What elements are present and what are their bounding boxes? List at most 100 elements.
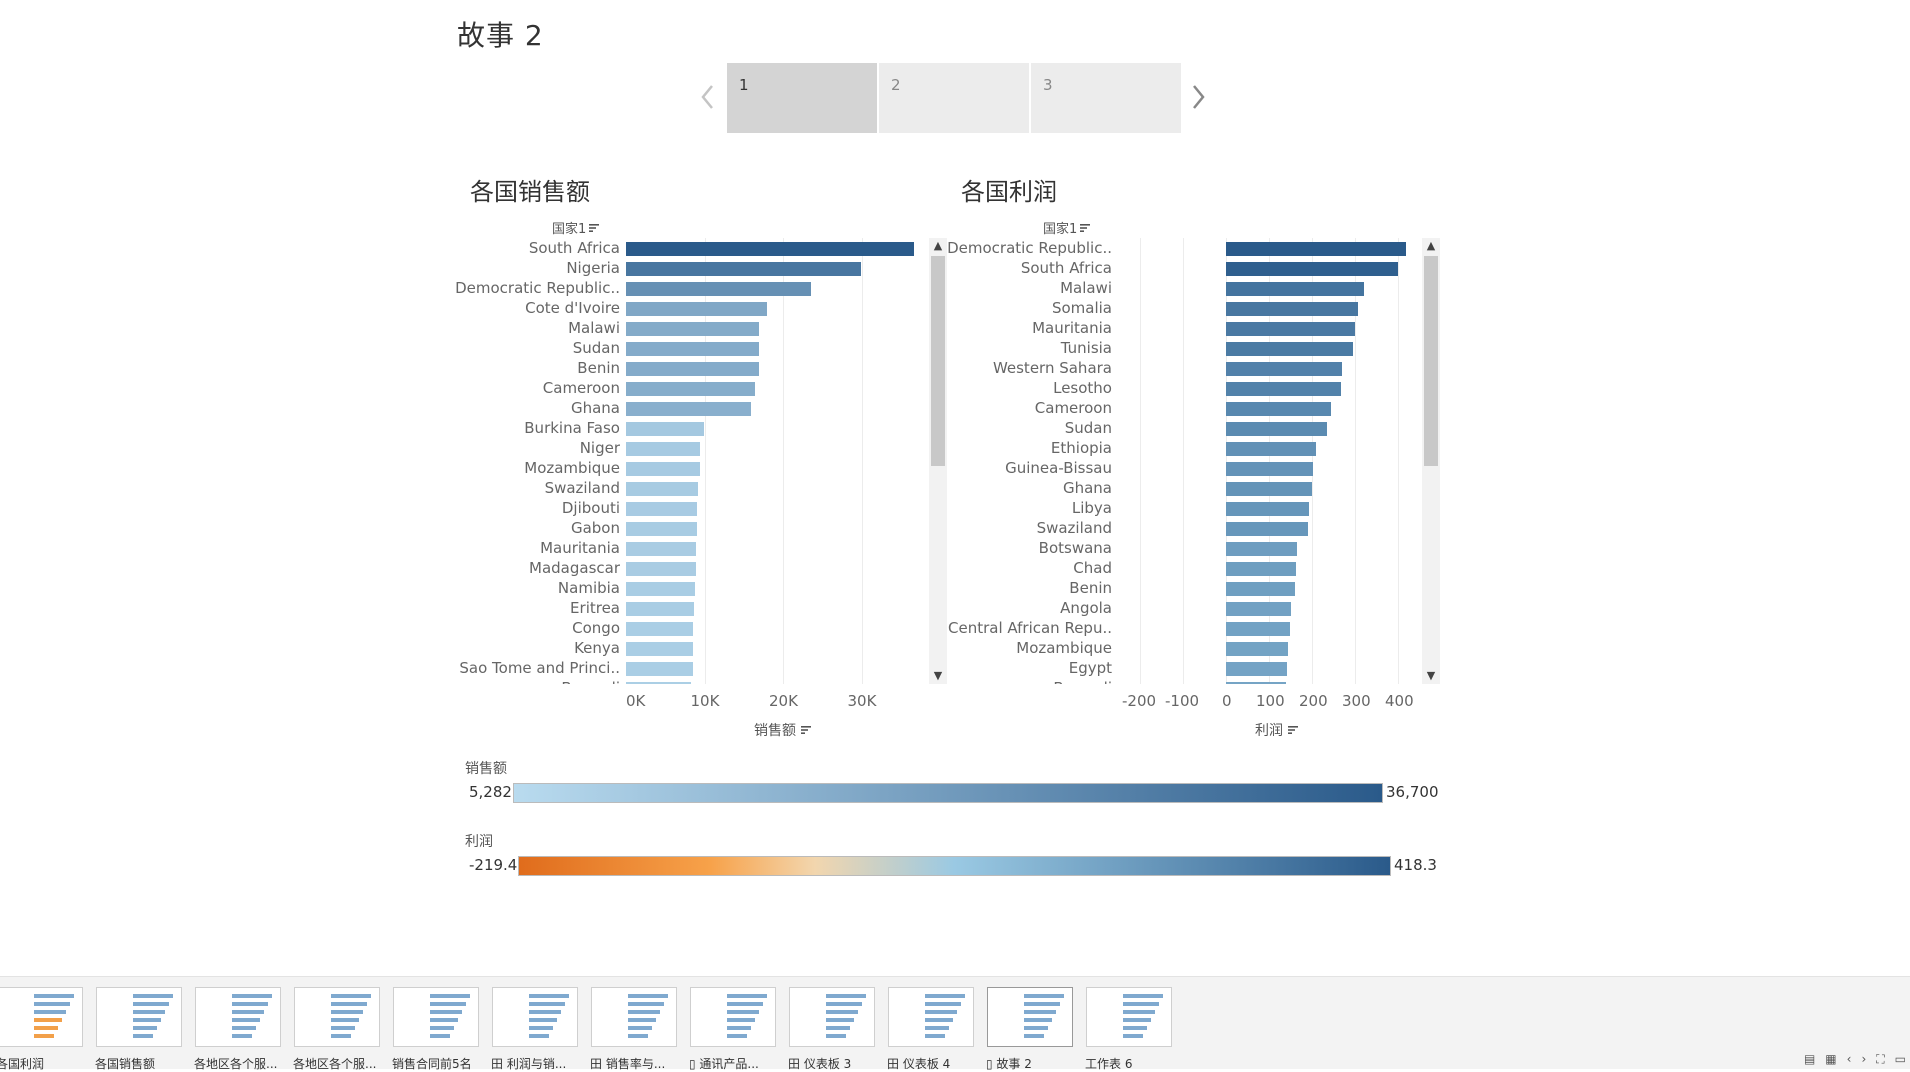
profit-bar[interactable]	[1226, 522, 1308, 536]
sheet-tab[interactable]: 田 仪表板 3	[786, 985, 878, 1071]
profit-bar[interactable]	[1226, 542, 1297, 556]
sales-bar[interactable]	[626, 582, 695, 596]
sort-descending-icon[interactable]	[1079, 223, 1091, 233]
sales-bar[interactable]	[626, 362, 759, 376]
profit-bar[interactable]	[1226, 262, 1398, 276]
sales-bar[interactable]	[626, 382, 755, 396]
sheet-tab[interactable]: ▯ 故事 2	[984, 985, 1076, 1071]
thumbnail-mark	[1123, 1026, 1147, 1030]
sheet-tab-label: 各国销售额	[95, 1057, 156, 1071]
first-sheet-icon[interactable]: ‹	[1846, 1052, 1852, 1066]
sales-bar[interactable]	[626, 482, 698, 496]
sales-bar[interactable]	[626, 502, 697, 516]
axis-title-label: 利润	[1255, 723, 1283, 739]
profit-bar[interactable]	[1226, 562, 1296, 576]
sheet-tab[interactable]: 各国销售额	[93, 985, 185, 1071]
sales-bar[interactable]	[626, 462, 700, 476]
sales-axis-title[interactable]: 销售额	[754, 720, 812, 740]
profit-row-header[interactable]: 国家1	[1043, 218, 1091, 237]
sort-icon[interactable]	[800, 725, 812, 735]
profit-bar[interactable]	[1226, 362, 1342, 376]
profit-axis-title[interactable]: 利润	[1255, 720, 1299, 740]
sales-scrollbar[interactable]: ▲ ▼	[929, 238, 947, 684]
story-point-2[interactable]: 2	[879, 63, 1029, 133]
profit-bar[interactable]	[1226, 422, 1327, 436]
story-point-3[interactable]: 3	[1031, 63, 1181, 133]
profit-bar[interactable]	[1226, 342, 1353, 356]
profit-color-legend[interactable]	[518, 856, 1391, 876]
thumbnail-mark	[1024, 1018, 1052, 1022]
profit-bar[interactable]	[1226, 642, 1288, 656]
sheet-tab[interactable]: 田 仪表板 4	[885, 985, 977, 1071]
profit-bar[interactable]	[1226, 602, 1291, 616]
sales-row-label: Swaziland	[544, 479, 620, 497]
sheet-tab[interactable]: 各地区各个服...	[192, 985, 284, 1071]
sales-legend-min: 5,282	[469, 783, 512, 801]
scroll-thumb[interactable]	[1424, 256, 1438, 466]
next-point-button[interactable]	[1181, 80, 1215, 114]
sales-bar[interactable]	[626, 402, 751, 416]
scroll-down-icon[interactable]: ▼	[933, 669, 943, 682]
sales-color-legend[interactable]	[513, 783, 1383, 803]
sales-bar[interactable]	[626, 302, 767, 316]
scroll-down-icon[interactable]: ▼	[1426, 669, 1436, 682]
sheet-tab[interactable]: 各地区各个服...	[291, 985, 383, 1071]
sheet-tab[interactable]: ▯ 通讯产品...	[687, 985, 779, 1071]
sales-bar[interactable]	[626, 242, 914, 256]
fullscreen-icon[interactable]: ⛶	[1876, 1052, 1885, 1066]
show-tabs-icon[interactable]: ▤	[1803, 1052, 1816, 1066]
scroll-up-icon[interactable]: ▲	[933, 239, 943, 252]
profit-bar[interactable]	[1226, 242, 1406, 256]
sheet-tab[interactable]: 工作表 6	[1083, 985, 1175, 1071]
sales-row-label: Nigeria	[566, 259, 620, 277]
profit-bar[interactable]	[1226, 502, 1309, 516]
sales-row-label: Sudan	[572, 339, 620, 357]
profit-bar[interactable]	[1226, 402, 1331, 416]
sales-bar[interactable]	[626, 322, 759, 336]
sort-descending-icon[interactable]	[588, 223, 600, 233]
sort-icon[interactable]	[1287, 725, 1299, 735]
sales-bar[interactable]	[626, 282, 811, 296]
profit-bar[interactable]	[1226, 322, 1355, 336]
profit-bar[interactable]	[1226, 682, 1286, 684]
sheet-tab[interactable]: 各国利润	[0, 985, 86, 1071]
scroll-thumb[interactable]	[931, 256, 945, 466]
profit-row-label: Lesotho	[1053, 379, 1112, 397]
profit-bar[interactable]	[1226, 442, 1316, 456]
profit-bar[interactable]	[1226, 482, 1312, 496]
profit-bar[interactable]	[1226, 582, 1295, 596]
sales-bar[interactable]	[626, 642, 693, 656]
sales-bar[interactable]	[626, 422, 704, 436]
next-sheet-icon[interactable]: ›	[1861, 1052, 1867, 1066]
sales-bar[interactable]	[626, 682, 691, 684]
profit-scrollbar[interactable]: ▲ ▼	[1422, 238, 1440, 684]
sales-bar[interactable]	[626, 622, 693, 636]
previous-point-button[interactable]	[691, 80, 725, 114]
sales-row-header[interactable]: 国家1	[552, 218, 600, 237]
sales-bar[interactable]	[626, 602, 694, 616]
profit-bar[interactable]	[1226, 662, 1287, 676]
profit-bar[interactable]	[1226, 382, 1341, 396]
sales-bar[interactable]	[626, 522, 697, 536]
story-point-1[interactable]: 1	[727, 63, 877, 133]
thumbnail-mark	[529, 1010, 561, 1014]
sales-bar[interactable]	[626, 542, 696, 556]
sales-bar[interactable]	[626, 662, 693, 676]
profit-bar[interactable]	[1226, 282, 1364, 296]
sheet-tab[interactable]: 田 销售率与...	[588, 985, 680, 1071]
thumbnail-mark	[430, 1026, 454, 1030]
sheet-tab[interactable]: 销售合同前5名	[390, 985, 482, 1071]
sales-row-label: Cameroon	[542, 379, 620, 397]
sales-bar[interactable]	[626, 562, 696, 576]
sales-bar[interactable]	[626, 262, 861, 276]
scroll-up-icon[interactable]: ▲	[1426, 239, 1436, 252]
profit-bar[interactable]	[1226, 622, 1290, 636]
sheet-tab[interactable]: 田 利润与销...	[489, 985, 581, 1071]
profit-bar[interactable]	[1226, 462, 1313, 476]
sales-bar[interactable]	[626, 342, 759, 356]
filmstrip-icon[interactable]: ▦	[1825, 1052, 1837, 1066]
presentation-icon[interactable]: ▭	[1894, 1052, 1906, 1066]
sales-bar[interactable]	[626, 442, 700, 456]
sales-row-label: Niger	[579, 439, 620, 457]
profit-bar[interactable]	[1226, 302, 1358, 316]
